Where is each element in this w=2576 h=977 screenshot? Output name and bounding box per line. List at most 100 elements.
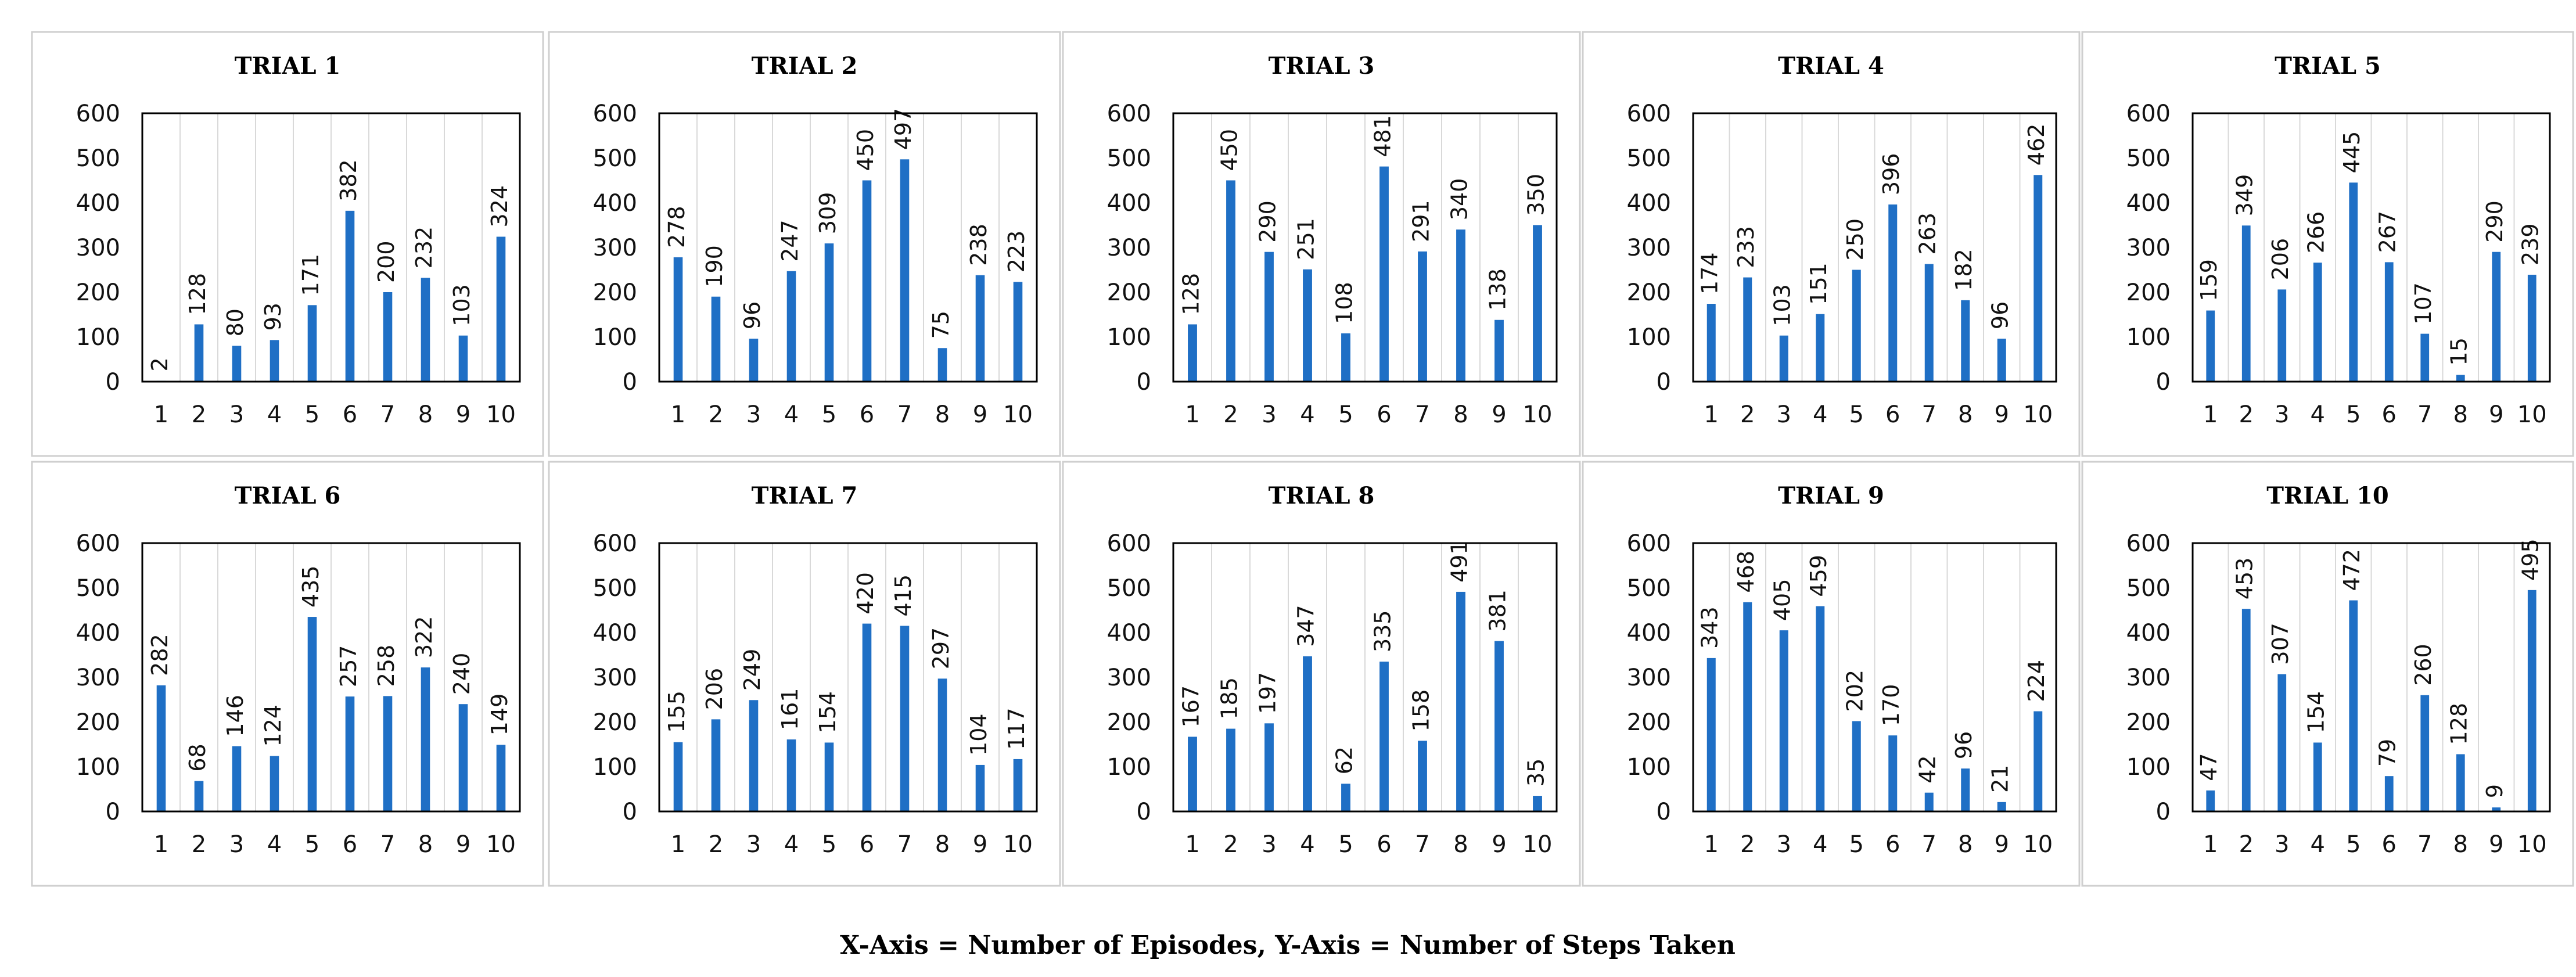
- data-label: 340: [1447, 178, 1472, 221]
- bar: [307, 617, 317, 811]
- x-tick-label: 7: [897, 401, 912, 428]
- plot-area-frame: [1172, 542, 1558, 813]
- x-tick-label: 7: [1415, 401, 1429, 428]
- y-tick-label: 600: [1107, 530, 1151, 557]
- data-label: 258: [373, 645, 399, 687]
- y-tick-label: 100: [2126, 754, 2171, 781]
- x-tick-label: 3: [1262, 831, 1276, 858]
- data-label: 309: [815, 192, 840, 235]
- bar: [1188, 737, 1197, 811]
- y-tick-label: 100: [76, 754, 120, 781]
- bar: [194, 324, 204, 382]
- bar: [1533, 796, 1542, 811]
- x-tick-label: 7: [897, 831, 912, 858]
- data-label: 107: [2410, 282, 2436, 325]
- chart-title: TRIAL 7: [752, 482, 858, 509]
- x-tick-label: 2: [709, 831, 723, 858]
- y-tick-label: 500: [1107, 575, 1151, 602]
- x-tick-label: 6: [343, 401, 357, 428]
- x-tick-label: 9: [1995, 831, 2009, 858]
- x-tick-label: 1: [154, 831, 168, 858]
- y-tick-label: 0: [1137, 369, 1151, 396]
- y-tick-label: 400: [593, 620, 637, 646]
- y-tick-label: 600: [76, 100, 120, 127]
- bar: [1456, 229, 1465, 382]
- data-label: 155: [664, 691, 689, 733]
- bar: [1013, 759, 1023, 811]
- bar: [975, 275, 985, 382]
- x-tick-label: 2: [2239, 401, 2254, 428]
- bar: [1852, 721, 1861, 811]
- bar: [900, 159, 910, 382]
- bar: [749, 339, 759, 382]
- bar: [1264, 723, 1274, 811]
- data-label: 75: [928, 311, 954, 339]
- x-tick-label: 5: [1338, 831, 1353, 858]
- y-tick-label: 600: [593, 100, 637, 127]
- y-tick-label: 500: [593, 145, 637, 172]
- data-label: 158: [1409, 689, 1434, 732]
- x-tick-label: 8: [935, 831, 950, 858]
- x-tick-label: 9: [456, 831, 470, 858]
- y-tick-label: 600: [1107, 100, 1151, 127]
- x-tick-label: 2: [709, 401, 723, 428]
- x-tick-label: 8: [1958, 401, 1973, 428]
- x-tick-label: 6: [1377, 401, 1391, 428]
- data-label: 96: [1951, 731, 1977, 759]
- x-tick-label: 4: [2311, 831, 2325, 858]
- bar: [1852, 270, 1861, 382]
- bar: [345, 210, 355, 382]
- data-label: 381: [1485, 590, 1511, 632]
- bar: [1379, 166, 1389, 382]
- x-tick-label: 4: [267, 401, 282, 428]
- y-tick-label: 300: [1627, 664, 1671, 691]
- data-label: 68: [185, 743, 210, 771]
- figure-caption: X-Axis = Number of Episodes, Y-Axis = Nu…: [840, 931, 1736, 960]
- panel-border: [31, 31, 544, 457]
- bar: [2241, 609, 2251, 811]
- data-label: 495: [2518, 538, 2543, 581]
- data-label: 238: [966, 224, 991, 266]
- bar: [2241, 225, 2251, 382]
- bar: [232, 346, 242, 382]
- x-tick-label: 4: [1300, 401, 1314, 428]
- x-tick-label: 1: [2203, 831, 2218, 858]
- chart-title: TRIAL 5: [2275, 52, 2381, 80]
- chart-title: TRIAL 10: [2266, 482, 2388, 509]
- bar: [862, 180, 872, 382]
- y-tick-label: 500: [76, 575, 120, 602]
- bar: [2206, 310, 2215, 382]
- panel-border: [1062, 31, 1581, 457]
- x-tick-label: 4: [1813, 831, 1827, 858]
- plot-area-frame: [141, 542, 521, 813]
- x-tick-label: 9: [1492, 831, 1506, 858]
- data-label: 240: [449, 653, 475, 695]
- x-tick-label: 9: [973, 401, 987, 428]
- x-tick-label: 4: [267, 831, 282, 858]
- panel-border: [2081, 31, 2574, 457]
- trial-panel-9: TRIAL 9010020030040050060034314682405345…: [1582, 461, 2081, 887]
- y-tick-label: 400: [2126, 190, 2171, 217]
- x-tick-label: 5: [305, 401, 319, 428]
- data-label: 335: [1370, 610, 1396, 653]
- y-tick-label: 400: [1107, 190, 1151, 217]
- bar: [1743, 277, 1752, 382]
- x-tick-label: 5: [1338, 401, 1353, 428]
- bar: [1226, 728, 1235, 811]
- x-tick-label: 10: [2517, 831, 2547, 858]
- y-tick-label: 400: [1627, 620, 1671, 646]
- bar: [307, 305, 317, 382]
- bar: [458, 335, 468, 382]
- y-tick-label: 500: [1107, 145, 1151, 172]
- bar: [1494, 319, 1504, 382]
- y-tick-label: 0: [2156, 369, 2171, 396]
- x-tick-label: 7: [2417, 401, 2432, 428]
- data-label: 149: [487, 694, 512, 736]
- y-tick-label: 0: [1137, 799, 1151, 825]
- data-label: 124: [260, 705, 286, 747]
- bar: [2420, 333, 2430, 382]
- x-tick-label: 2: [1223, 831, 1238, 858]
- data-label: 80: [222, 308, 248, 336]
- data-label: 9: [2482, 784, 2507, 798]
- chart-title: TRIAL 3: [1269, 52, 1375, 80]
